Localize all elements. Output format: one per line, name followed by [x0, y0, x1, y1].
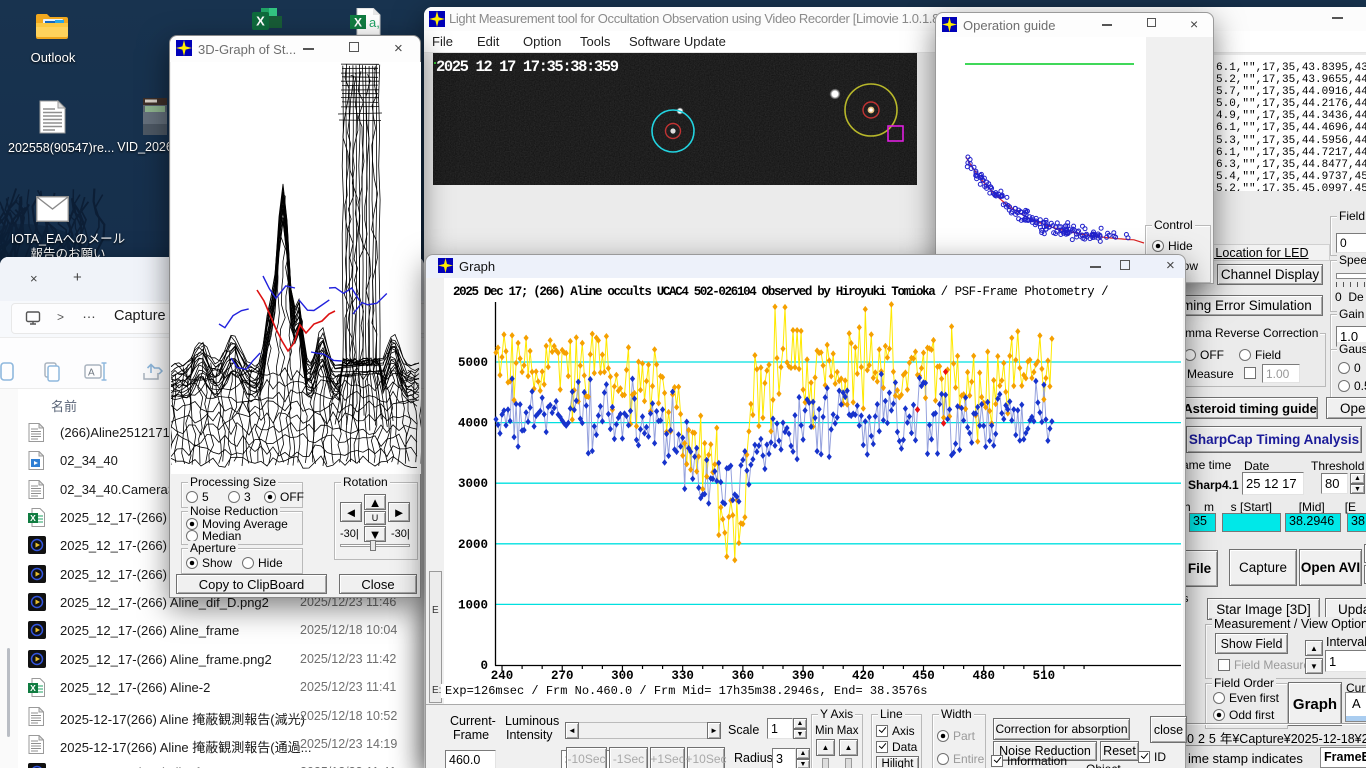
svg-text:0: 0	[480, 659, 488, 673]
svg-text:X: X	[30, 513, 36, 523]
svg-text:X: X	[256, 14, 265, 29]
svg-text:5000: 5000	[458, 356, 488, 370]
svg-text:450: 450	[912, 669, 935, 683]
svg-text:360: 360	[732, 669, 755, 683]
svg-text:X: X	[30, 683, 36, 693]
svg-text:2025 12 17 17:35:38:359: 2025 12 17 17:35:38:359	[436, 58, 619, 76]
svg-text:300: 300	[611, 669, 634, 683]
svg-text:a,: a,	[369, 15, 380, 30]
svg-text:2000: 2000	[458, 538, 488, 552]
svg-text:4000: 4000	[458, 417, 488, 431]
svg-text:3000: 3000	[458, 477, 488, 491]
svg-text:390: 390	[792, 669, 815, 683]
svg-text:X: X	[354, 16, 362, 30]
svg-text:510: 510	[1033, 669, 1056, 683]
svg-text:2025 Dec 17; (266) Aline occul: 2025 Dec 17; (266) Aline occults UCAC4 5…	[453, 285, 1109, 299]
svg-text:1000: 1000	[458, 598, 488, 612]
svg-text:330: 330	[671, 669, 694, 683]
svg-text:270: 270	[551, 669, 574, 683]
svg-text:480: 480	[972, 669, 995, 683]
svg-text:A: A	[88, 368, 95, 379]
svg-text:240: 240	[491, 669, 514, 683]
svg-text:420: 420	[852, 669, 875, 683]
